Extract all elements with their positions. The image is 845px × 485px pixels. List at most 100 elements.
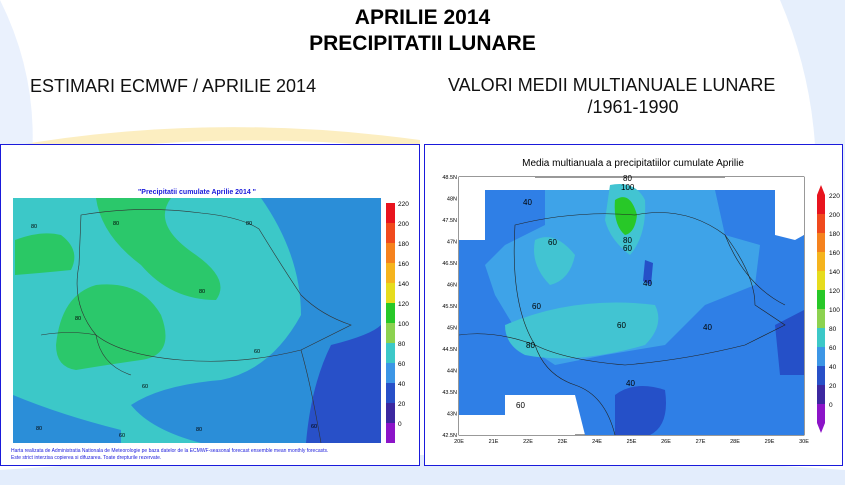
right-heading: VALORI MEDII MULTIANUALE LUNARE <box>448 75 776 95</box>
legend-swatch <box>386 303 395 323</box>
left-map-field <box>13 198 381 443</box>
legend-swatch <box>817 404 825 423</box>
legend-label: 140 <box>829 269 840 276</box>
legend-swatch <box>817 195 825 214</box>
svg-text:40: 40 <box>523 198 532 207</box>
longitude-tick-label: 28E <box>730 439 740 445</box>
legend-label: 0 <box>829 402 833 409</box>
legend-label: 180 <box>398 241 409 248</box>
legend-label: 160 <box>829 250 840 257</box>
legend-label: 20 <box>829 383 837 390</box>
legend-label: 80 <box>829 326 837 333</box>
legend-swatch <box>817 366 825 385</box>
right-contour-labels: 40 80 100 80 60 60 40 60 60 80 40 40 60 <box>516 174 712 410</box>
legend-label: 220 <box>829 193 840 200</box>
legend-swatch <box>386 343 395 363</box>
latitude-tick-label: 48.5N <box>442 175 457 181</box>
svg-text:100: 100 <box>621 183 635 192</box>
legend-label: 120 <box>829 288 840 295</box>
legend-swatch <box>386 243 395 263</box>
right-map-field <box>459 184 804 435</box>
legend-swatch <box>817 214 825 233</box>
svg-text:60: 60 <box>311 424 317 430</box>
svg-text:40: 40 <box>703 323 712 332</box>
latitude-tick-label: 43N <box>447 412 457 418</box>
legend-label: 60 <box>398 361 406 368</box>
legend-swatch <box>386 203 395 223</box>
svg-text:60: 60 <box>142 384 148 390</box>
svg-text:80: 80 <box>623 174 632 183</box>
legend-swatch <box>386 283 395 303</box>
svg-text:60: 60 <box>254 349 260 355</box>
longitude-tick-label: 23E <box>558 439 568 445</box>
longitude-tick-label: 21E <box>489 439 499 445</box>
svg-text:40: 40 <box>643 279 652 288</box>
svg-text:60: 60 <box>548 238 557 247</box>
legend-swatch <box>817 385 825 404</box>
longitude-axis: 20E 21E 22E 23E 24E 25E 26E 27E 28E 29E 30E <box>454 439 809 445</box>
latitude-tick-label: 44.5N <box>442 347 457 353</box>
legend-label: 140 <box>398 281 409 288</box>
legend-swatch <box>386 383 395 403</box>
legend-swatch <box>386 263 395 283</box>
longitude-tick-label: 30E <box>799 439 809 445</box>
svg-text:60: 60 <box>532 302 541 311</box>
legend-label: 40 <box>829 364 837 371</box>
legend-label: 120 <box>398 301 409 308</box>
left-map-borders <box>40 209 352 444</box>
latitude-tick-label: 44N <box>447 369 457 375</box>
svg-text:80: 80 <box>36 426 42 432</box>
legend-swatch <box>386 363 395 383</box>
latitude-axis: 48.5N 48N 47.5N 47N 46.5N 46N 45.5N 45N 44.5N 44N… <box>442 175 457 439</box>
longitude-tick-label: 29E <box>765 439 775 445</box>
legend-swatch <box>386 223 395 243</box>
legend-label: 100 <box>829 307 840 314</box>
longitude-tick-label: 24E <box>592 439 602 445</box>
svg-text:80: 80 <box>199 289 205 295</box>
left-footnote-1: Harta realizata de Administratia Nationa… <box>11 448 328 454</box>
svg-text:60: 60 <box>623 244 632 253</box>
legend-label: 160 <box>398 261 409 268</box>
legend-swatch <box>817 233 825 252</box>
right-map-title: Media multianuala a precipitatiilor cumu… <box>522 158 744 169</box>
page-title: APRILIE 2014 <box>354 6 491 29</box>
legend-label: 0 <box>398 421 402 428</box>
legend-label: 220 <box>398 201 409 208</box>
legend-swatch <box>817 309 825 328</box>
svg-text:40: 40 <box>626 379 635 388</box>
svg-text:60: 60 <box>617 321 626 330</box>
svg-text:60: 60 <box>119 433 125 439</box>
latitude-tick-label: 48N <box>447 197 457 203</box>
legend-arrow-top <box>817 185 825 195</box>
svg-text:60: 60 <box>516 401 525 410</box>
longitude-tick-label: 27E <box>696 439 706 445</box>
longitude-tick-label: 26E <box>661 439 671 445</box>
ecmwf-forecast-map: "Precipitatii cumulate Aprilie 2014 " 80… <box>0 144 420 466</box>
legend-label: 100 <box>398 321 409 328</box>
latitude-tick-label: 47N <box>447 240 457 246</box>
legend-swatch <box>817 271 825 290</box>
longitude-tick-label: 20E <box>454 439 464 445</box>
latitude-tick-label: 46.5N <box>442 261 457 267</box>
latitude-tick-label: 45.5N <box>442 304 457 310</box>
page-subtitle: PRECIPITATII LUNARE <box>309 32 536 55</box>
latitude-tick-label: 45N <box>447 326 457 332</box>
legend-label: 40 <box>398 381 406 388</box>
latitude-tick-label: 46N <box>447 283 457 289</box>
legend-swatch <box>386 403 395 423</box>
left-contour-labels: 80 80 80 80 80 60 60 80 60 80 60 <box>31 221 317 439</box>
svg-text:80: 80 <box>623 236 632 245</box>
legend-label: 20 <box>398 401 406 408</box>
legend-swatch <box>817 347 825 366</box>
legend-swatch <box>817 328 825 347</box>
multiannual-mean-map: Media multianuala a precipitatiilor cumu… <box>424 144 843 466</box>
legend-swatch <box>386 423 395 443</box>
svg-text:80: 80 <box>196 427 202 433</box>
longitude-tick-label: 22E <box>523 439 533 445</box>
left-heading: ESTIMARI ECMWF / APRILIE 2014 <box>30 76 317 96</box>
right-heading-period: /1961-1990 <box>587 97 679 117</box>
right-map-nodata <box>459 177 804 435</box>
left-map-title: "Precipitatii cumulate Aprilie 2014 " <box>138 189 256 196</box>
